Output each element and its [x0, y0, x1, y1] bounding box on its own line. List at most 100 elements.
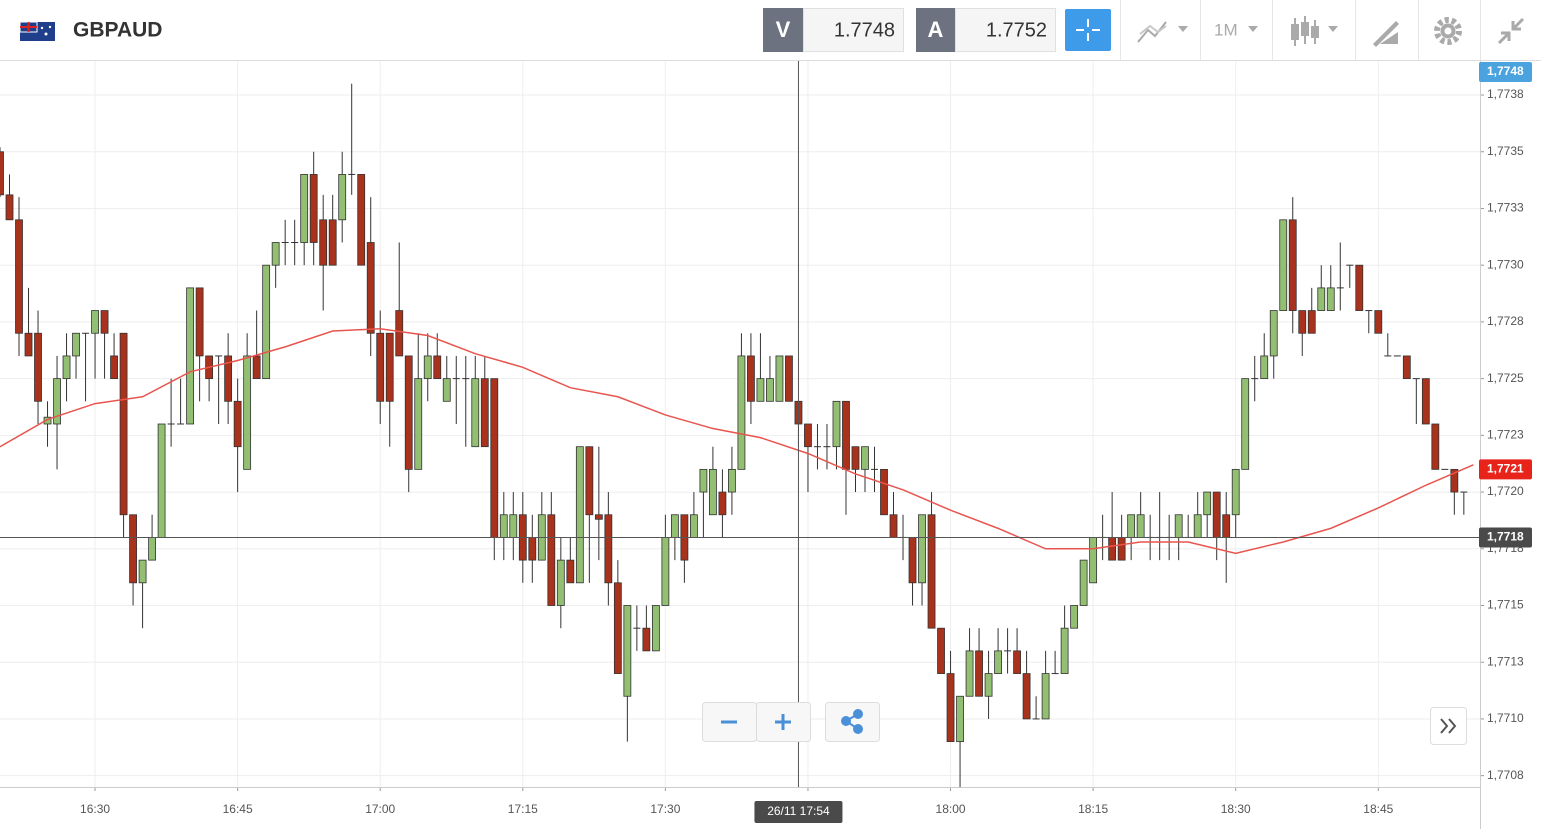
- candle-body: [509, 514, 518, 538]
- candle-body: [823, 446, 831, 448]
- candle-body: [918, 514, 926, 584]
- candle-body: [1089, 537, 1098, 584]
- candle-body: [689, 514, 698, 538]
- candle-body: [1136, 514, 1145, 538]
- candle-body: [642, 627, 651, 652]
- y-tick-label: 1,7738: [1487, 87, 1524, 101]
- bid-button[interactable]: [763, 8, 803, 52]
- candle-body: [956, 695, 964, 743]
- candle-body: [243, 355, 252, 470]
- candle-body: [1127, 514, 1136, 538]
- candle-body: [157, 423, 166, 538]
- drawing-button[interactable]: [1373, 21, 1399, 47]
- candle-body: [661, 537, 670, 606]
- zoom-out-button[interactable]: [702, 702, 757, 742]
- candle-body: [195, 287, 204, 357]
- candle-body: [338, 174, 347, 221]
- candle-body: [604, 514, 613, 584]
- candle-body: [1022, 673, 1031, 720]
- candle-body: [699, 468, 708, 493]
- crosshair-button[interactable]: [1065, 9, 1111, 51]
- candle-body: [842, 400, 850, 470]
- candle-body: [1365, 310, 1373, 312]
- candle-body: [718, 491, 727, 516]
- candle-body: [1279, 219, 1288, 311]
- candle-body: [148, 537, 156, 561]
- candle-body: [100, 310, 109, 334]
- x-tick-label: 16:45: [223, 802, 253, 816]
- candle-body: [385, 332, 394, 402]
- chart-type-button[interactable]: [1137, 21, 1188, 43]
- share-button[interactable]: [825, 702, 880, 742]
- y-tick-label: 1,7723: [1487, 428, 1524, 442]
- chart-controls: [702, 702, 1467, 745]
- candle-body: [1441, 468, 1449, 470]
- candle-body: [670, 514, 679, 538]
- candle-body: [747, 355, 755, 402]
- y-tick-label: 1,7735: [1487, 144, 1524, 158]
- candle-style-button[interactable]: [1291, 16, 1338, 46]
- ask-button[interactable]: [916, 8, 955, 52]
- crosshair-time-tag: [754, 801, 843, 823]
- ask-price: 1.7752: [986, 19, 1047, 41]
- price-tag-label: 1,7721: [1487, 462, 1524, 476]
- candle-body: [357, 174, 366, 266]
- candle-body: [1326, 287, 1335, 311]
- timeframe-button[interactable]: 1M: [1214, 20, 1258, 39]
- candle-body: [575, 446, 584, 584]
- candle-body: [785, 355, 793, 402]
- candle-body: [994, 650, 1002, 674]
- candle-body: [756, 378, 765, 402]
- y-tick-label: 1,7730: [1487, 257, 1524, 271]
- candle-body: [271, 242, 280, 266]
- candle-body: [328, 219, 337, 266]
- crosshair-price-label: 1,7718: [1487, 530, 1524, 544]
- y-tick-label: 1,7715: [1487, 598, 1524, 612]
- candle-body: [15, 219, 23, 334]
- candle-body: [1060, 627, 1069, 674]
- candle-body: [62, 355, 71, 380]
- candle-body: [43, 416, 52, 425]
- x-tick-label: 17:30: [650, 802, 680, 816]
- candle-body: [300, 174, 309, 243]
- zoom-in-button[interactable]: [756, 702, 811, 742]
- candle-body: [433, 355, 442, 380]
- candle-body: [832, 400, 841, 448]
- candle-body: [1421, 378, 1430, 425]
- candle-body: [871, 468, 879, 470]
- candle-body: [1298, 310, 1307, 334]
- x-tick-label: 18:00: [936, 802, 966, 816]
- candle-body: [186, 287, 195, 425]
- candle-body: [119, 332, 128, 516]
- candle-body: [462, 378, 470, 380]
- collapse-button[interactable]: [1497, 17, 1525, 45]
- x-tick-label: 17:00: [365, 802, 395, 816]
- candle-body: [1108, 537, 1117, 561]
- candle-body: [129, 514, 137, 584]
- candle-body: [965, 650, 974, 697]
- candle-body: [633, 627, 641, 629]
- candle-body: [24, 332, 33, 357]
- ask-label: A: [928, 17, 944, 42]
- candle-body: [709, 468, 717, 516]
- candle-body: [946, 673, 955, 743]
- candle-body: [1460, 491, 1468, 493]
- candle-body: [737, 355, 746, 470]
- candle-body: [1193, 514, 1202, 538]
- candle-body: [291, 242, 299, 243]
- settings-button[interactable]: [1434, 17, 1462, 45]
- timeframe: 1M: [1214, 20, 1238, 39]
- y-tick-label: 1,7728: [1487, 314, 1524, 328]
- crosshair-price-tag: [1479, 527, 1532, 548]
- y-tick-label: 1,7710: [1487, 711, 1524, 725]
- candle-body: [613, 582, 622, 674]
- candle-body: [452, 378, 460, 380]
- candle-body: [138, 559, 147, 584]
- candle-body: [1288, 219, 1297, 311]
- scroll-right-button[interactable]: [1430, 707, 1467, 745]
- candle-body: [72, 332, 80, 357]
- candle-body: [319, 219, 328, 266]
- toolbar: GBPAUD V 1.7748 A 1.7752 1M: [0, 0, 1541, 61]
- candle-body: [5, 194, 14, 221]
